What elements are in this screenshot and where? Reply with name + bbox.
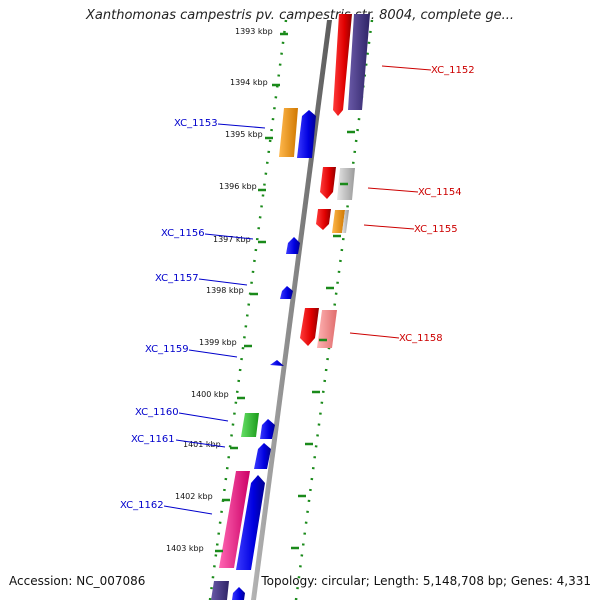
gene-xc-1161[interactable] xyxy=(254,443,271,469)
genome-backbone xyxy=(251,20,332,600)
gene-label-xc-1159[interactable]: XC_1159 xyxy=(145,344,189,355)
gene-label-xc-1161[interactable]: XC_1161 xyxy=(131,434,175,445)
gene-label-xc-1155[interactable]: XC_1155 xyxy=(414,224,458,235)
kbp-ticks xyxy=(215,32,355,553)
kbp-label-1393: 1393 kbp xyxy=(235,27,273,36)
gene-next-partial xyxy=(211,581,245,600)
kbp-label-1403: 1403 kbp xyxy=(166,544,204,553)
kbp-label-1397: 1397 kbp xyxy=(213,235,251,244)
kbp-label-1400: 1400 kbp xyxy=(191,390,229,399)
gene-label-xc-1158[interactable]: XC_1158 xyxy=(399,333,443,344)
gene-xc-1152[interactable] xyxy=(333,14,370,116)
gene-label-xc-1157[interactable]: XC_1157 xyxy=(155,273,199,284)
gene-xc-1155[interactable] xyxy=(316,209,349,233)
gene-xc-1160[interactable] xyxy=(241,413,275,439)
topology-summary: Topology: circular; Length: 5,148,708 bp… xyxy=(261,574,591,588)
gene-xc-1153[interactable] xyxy=(279,108,316,158)
gene-label-xc-1154[interactable]: XC_1154 xyxy=(418,187,462,198)
kbp-label-1395: 1395 kbp xyxy=(225,130,263,139)
genome-title: Xanthomonas campestris pv. campestris st… xyxy=(86,8,514,23)
kbp-label-1394: 1394 kbp xyxy=(230,78,268,87)
gene-label-leaders xyxy=(163,65,432,515)
gene-xc-1157[interactable] xyxy=(280,286,293,299)
accession-text: Accession: NC_007086 xyxy=(9,574,146,588)
gene-label-xc-1162[interactable]: XC_1162 xyxy=(120,500,164,511)
gene-xc-1158[interactable] xyxy=(300,308,337,348)
gene-label-xc-1153[interactable]: XC_1153 xyxy=(174,118,218,129)
gene-xc-1162[interactable] xyxy=(219,471,265,570)
kbp-label-1401: 1401 kbp xyxy=(183,440,221,449)
kbp-label-1398: 1398 kbp xyxy=(206,286,244,295)
gene-label-xc-1156[interactable]: XC_1156 xyxy=(161,228,205,239)
gene-label-xc-1152[interactable]: XC_1152 xyxy=(431,65,475,76)
gene-xc-1159[interactable] xyxy=(270,360,284,366)
gene-xc-1156[interactable] xyxy=(286,237,300,254)
kbp-label-1402: 1402 kbp xyxy=(175,492,213,501)
kbp-label-1396: 1396 kbp xyxy=(219,182,257,191)
gene-label-xc-1160[interactable]: XC_1160 xyxy=(135,407,179,418)
gene-xc-1154[interactable] xyxy=(320,167,355,200)
kbp-label-1399: 1399 kbp xyxy=(199,338,237,347)
